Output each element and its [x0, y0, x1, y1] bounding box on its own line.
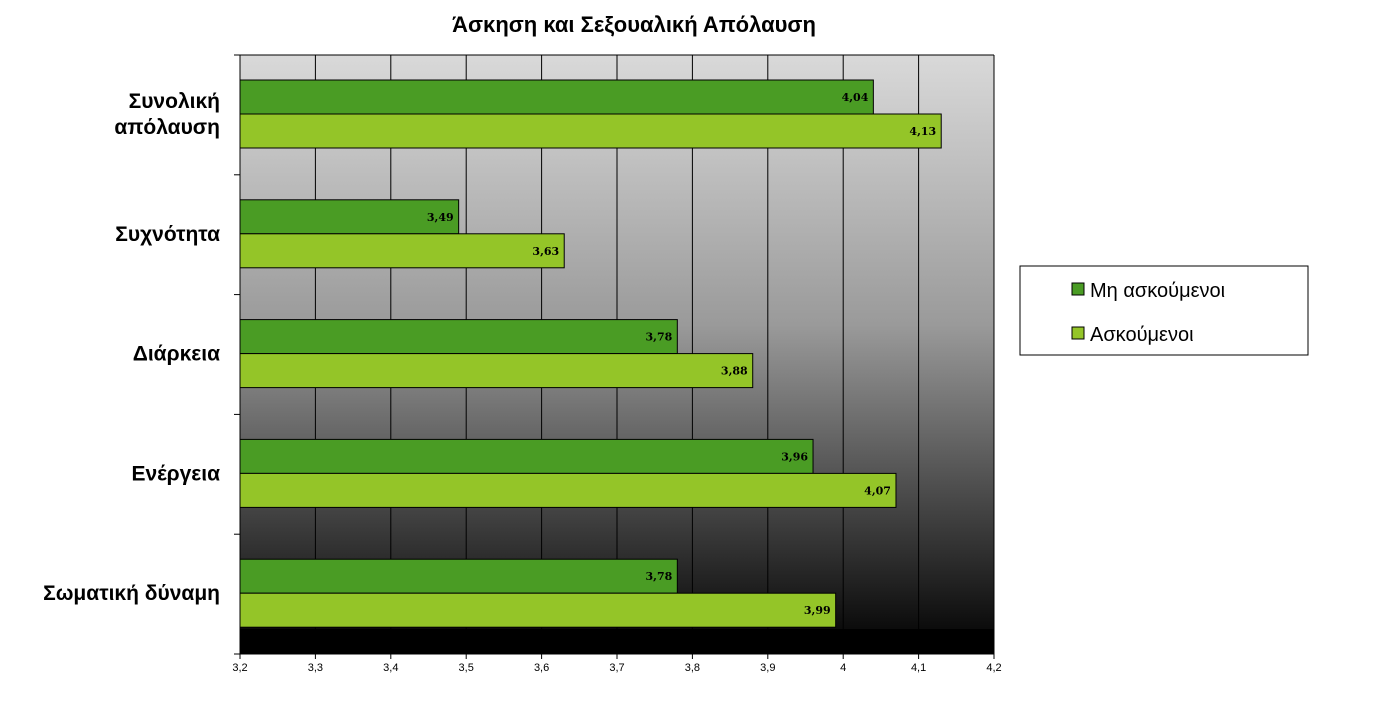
x-tick-label: 3,4 — [383, 662, 398, 674]
category-label: απόλαυση — [114, 116, 220, 139]
x-tick-label: 4 — [840, 662, 846, 674]
bar — [239, 438, 814, 474]
data-label: 3,88 — [721, 365, 748, 378]
x-tick-label: 3,7 — [609, 662, 624, 674]
data-label: 3,49 — [427, 211, 454, 224]
legend-label: Μη ασκούμενοι — [1090, 280, 1225, 302]
category-label: Συχνότητα — [115, 223, 220, 246]
bar — [239, 353, 754, 389]
category-label: Σωματική δύναμη — [43, 582, 220, 605]
bar — [239, 233, 565, 269]
bar — [239, 558, 678, 594]
x-tick-label: 3,6 — [534, 662, 549, 674]
data-label: 4,07 — [864, 484, 891, 497]
data-label: 3,63 — [532, 245, 559, 258]
legend-label: Ασκούμενοι — [1090, 324, 1194, 346]
bar — [239, 319, 678, 355]
bar — [239, 79, 874, 115]
chart-title: Άσκηση και Σεξουαλική Απόλαυση — [452, 12, 816, 37]
bar — [239, 113, 942, 149]
legend-swatch — [1071, 326, 1085, 340]
data-label: 3,78 — [646, 331, 673, 344]
legend-swatch — [1071, 282, 1085, 296]
data-label: 3,78 — [646, 570, 673, 583]
category-label: Ενέργεια — [131, 462, 220, 485]
data-label: 3,96 — [781, 450, 808, 463]
x-tick-label: 3,3 — [308, 662, 323, 674]
bar — [239, 472, 897, 508]
x-tick-label: 3,8 — [685, 662, 700, 674]
data-label: 4,13 — [909, 125, 936, 138]
category-label: Διάρκεια — [133, 343, 220, 366]
bar — [239, 199, 460, 235]
data-label: 3,99 — [804, 604, 831, 617]
x-tick-label: 3,5 — [459, 662, 474, 674]
x-tick-label: 3,9 — [760, 662, 775, 674]
data-label: 4,04 — [842, 91, 869, 104]
x-tick-label: 4,1 — [911, 662, 926, 674]
legend-box — [1019, 265, 1309, 356]
legend: Μη ασκούμενοι Ασκούμενοι — [1019, 265, 1309, 356]
x-tick-label: 4,2 — [986, 662, 1001, 674]
x-tick-label: 3,2 — [232, 662, 247, 674]
category-label: Συνολική — [129, 90, 220, 113]
bar — [239, 592, 837, 628]
